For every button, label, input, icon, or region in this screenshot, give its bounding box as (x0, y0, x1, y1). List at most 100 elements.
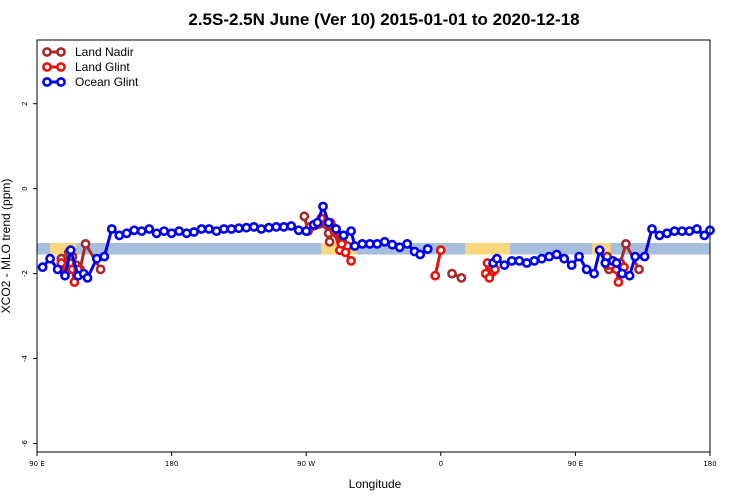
series-2-point-1-20 (624, 270, 635, 281)
series-0-point-3-3 (621, 238, 631, 249)
series-0-point-0-6 (80, 238, 91, 249)
legend-marker-end-2 (56, 77, 66, 87)
series-2-point-1-22 (639, 251, 650, 262)
x-axis-label: Longitude (349, 477, 402, 491)
series-2-point-0-0 (37, 262, 48, 273)
series-2-point-1-21 (630, 251, 641, 262)
y-tick-label-2: -2 (21, 270, 29, 277)
series-2-point-0-51 (402, 238, 413, 249)
legend-marker-start-1 (42, 62, 52, 72)
series-2-point-0-22 (196, 224, 207, 234)
ocean-band (37, 243, 710, 255)
series-0-point-1-0 (299, 211, 310, 222)
x-tick-label-1: 180 (165, 460, 178, 468)
series-2-point-0-17 (159, 226, 169, 236)
series-1-point-2-1 (435, 245, 446, 256)
series-2-point-0-16 (151, 228, 162, 239)
series-2-point-0-23 (204, 224, 214, 234)
series-2-point-0-28 (241, 222, 252, 233)
y-axis-label: XCO2 - MLO trend (ppm) (0, 179, 13, 314)
x-axis: 90 E 180 90 W 0 90 E 180 (29, 452, 717, 468)
series-2-point-0-45 (357, 238, 368, 249)
series-2-point-0-2 (52, 264, 63, 275)
series-2-point-0-49 (387, 239, 398, 250)
series-2-point-1-4 (514, 255, 525, 266)
series-2-point-0-1 (45, 253, 55, 264)
series-2-point-1-24 (654, 230, 665, 241)
legend-label-2: Ocean Glint (75, 75, 139, 89)
x-tick-label-3: 0 (439, 460, 443, 468)
series-0-point-1-4 (324, 236, 335, 247)
series-2-point-0-26 (226, 224, 237, 234)
series-2-point-1-19 (617, 268, 627, 279)
series-2-point-0-21 (189, 227, 199, 237)
series-2-point-1-9 (551, 249, 562, 260)
series-1-point-2-0 (430, 270, 441, 281)
series-2-point-1-26 (669, 226, 680, 236)
series-2-point-1-14 (589, 268, 599, 279)
series-2-point-0-35 (293, 225, 304, 236)
series-2-point-1-6 (529, 255, 540, 266)
y-tick-label-1: 0 (21, 186, 29, 190)
series-2-point-0-13 (129, 225, 140, 236)
series-2-point-0-9 (99, 251, 110, 262)
series-2-point-1-23 (647, 224, 657, 234)
series-1-point-4-3 (613, 277, 624, 287)
series-2-point-0-30 (256, 224, 267, 234)
series-2-point-0-7 (82, 272, 93, 283)
series-2-point-0-38 (312, 217, 323, 228)
y-tick-label-4: -6 (21, 439, 29, 447)
x-tick-label-2: 90 W (297, 460, 315, 468)
series-2-point-1-29 (692, 224, 702, 234)
x-tick-label-0: 90 E (29, 460, 45, 468)
series-2 (37, 201, 715, 283)
series-1-point-1-6 (340, 247, 351, 258)
series-2-point-0-8 (91, 253, 102, 264)
series-2-point-1-3 (506, 255, 517, 266)
series-2-point-0-31 (263, 222, 274, 233)
legend-label-1: Land Glint (75, 60, 130, 74)
legend-label-0: Land Nadir (75, 45, 134, 59)
series-2-point-0-43 (346, 226, 356, 236)
series-2-point-0-44 (349, 241, 360, 251)
series-2-point-1-15 (594, 245, 605, 256)
series-2-point-1-10 (559, 253, 570, 264)
series-2-point-0-36 (301, 226, 312, 236)
series-2-point-1-25 (662, 228, 672, 239)
series-2-point-1-11 (566, 260, 577, 270)
series-2-point-0-14 (136, 226, 147, 236)
series-2-point-0-19 (174, 226, 184, 236)
series-2-point-1-12 (574, 251, 584, 262)
series-2-point-0-47 (372, 238, 383, 249)
series-2-point-0-42 (338, 230, 349, 241)
series-2-point-1-28 (684, 226, 695, 236)
series-2-point-0-39 (318, 201, 328, 212)
series-2-point-0-53 (415, 249, 426, 260)
y-tick-label-3: -4 (21, 355, 29, 363)
x-tick-label-5: 180 (703, 460, 716, 468)
legend-marker-start-0 (42, 47, 52, 57)
series-2-point-0-33 (278, 221, 289, 232)
chart-title: 2.5S-2.5N June (Ver 10) 2015-01-01 to 20… (188, 10, 579, 29)
plot-frame (36, 39, 711, 453)
series-2-point-0-50 (394, 242, 405, 253)
series-2-point-0-41 (331, 224, 341, 234)
series-1-point-1-5 (336, 238, 347, 249)
series-2-point-1-16 (600, 258, 611, 268)
series-2-point-0-18 (166, 228, 177, 239)
land-band-2 (465, 243, 510, 255)
series-2-point-0-3 (60, 270, 70, 281)
land-band-0 (50, 243, 77, 255)
series-2-point-0-54 (422, 244, 433, 254)
series-2-point-1-1 (491, 253, 502, 264)
series-2-point-0-12 (121, 228, 132, 239)
series-2-point-1-30 (699, 230, 710, 241)
y-axis: 2 0 -2 -4 -6 (21, 101, 37, 447)
series-0-point-2-0 (447, 268, 457, 279)
series-2-point-0-25 (218, 224, 229, 234)
series-2-point-1-8 (544, 251, 555, 262)
series-2-point-1-2 (499, 260, 510, 270)
series-0-point-2-1 (456, 272, 467, 283)
